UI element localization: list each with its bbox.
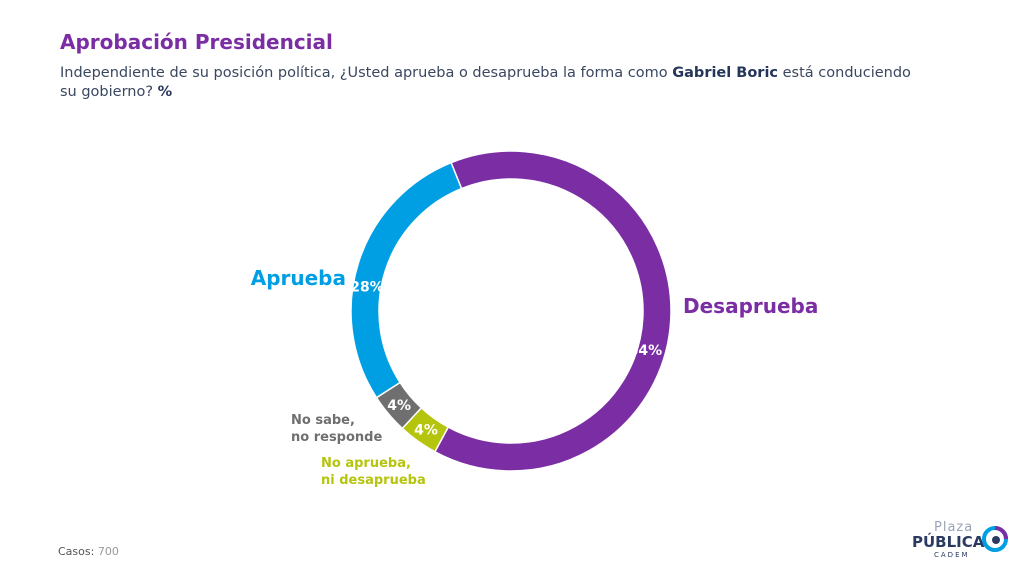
logo-swirl-icon bbox=[982, 526, 1008, 552]
plaza-publica-cadem-logo: Plaza PÚBLICA CADEM bbox=[912, 520, 1012, 560]
president-name: Gabriel Boric bbox=[672, 65, 779, 81]
category-label-0: Desaprueba bbox=[683, 294, 818, 318]
slice-aprueba bbox=[350, 161, 463, 399]
value-label-3: 28% bbox=[350, 280, 384, 296]
value-label-0: 64% bbox=[629, 343, 663, 359]
unit-label: % bbox=[157, 84, 173, 100]
chart-title: Aprobación Presidencial bbox=[60, 30, 333, 54]
slice-desaprueba bbox=[433, 150, 672, 472]
category-label-3: Aprueba bbox=[251, 266, 346, 290]
value-label-2: 4% bbox=[387, 398, 411, 414]
chart-subtitle: Independiente de su posición política, ¿… bbox=[60, 65, 911, 100]
value-label-1: 4% bbox=[414, 423, 438, 439]
category-label-2: No sabe, no responde bbox=[291, 413, 382, 445]
category-label-1: No aprueba, ni desaprueba bbox=[321, 456, 426, 488]
cases-footer: Casos: 700 bbox=[58, 545, 119, 558]
